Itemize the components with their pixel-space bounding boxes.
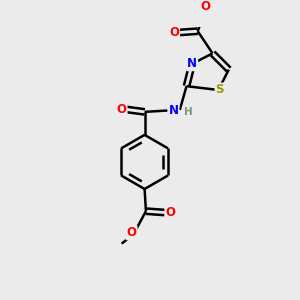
Text: N: N [187, 57, 197, 70]
Text: O: O [117, 103, 127, 116]
Text: H: H [184, 107, 193, 117]
Text: O: O [200, 0, 210, 13]
Text: N: N [169, 104, 178, 117]
Text: O: O [169, 26, 179, 39]
Text: S: S [215, 83, 224, 97]
Text: O: O [165, 206, 175, 219]
Text: O: O [127, 226, 136, 239]
